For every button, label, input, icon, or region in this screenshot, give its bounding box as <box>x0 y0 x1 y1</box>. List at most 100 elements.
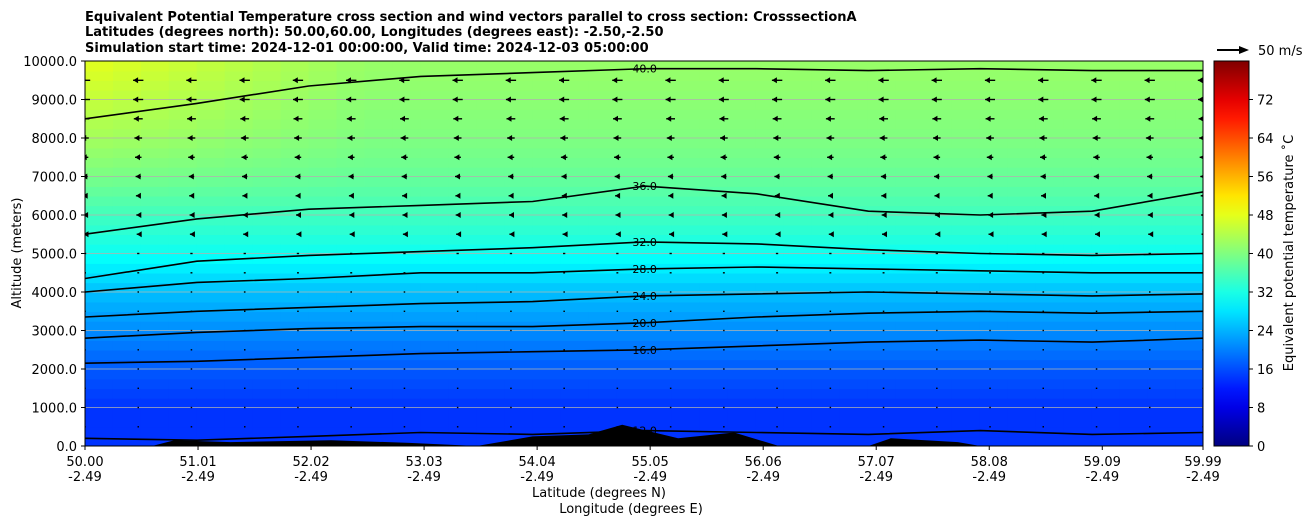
field-cell <box>895 99 925 110</box>
field-cell <box>448 70 478 82</box>
field-cell <box>112 147 142 159</box>
field-cell <box>196 253 226 264</box>
field-cell <box>755 99 785 110</box>
field-cell <box>588 378 617 390</box>
field-cell <box>1007 186 1037 197</box>
field-cell <box>1007 176 1037 187</box>
field-cell <box>448 253 478 264</box>
field-cell <box>1175 109 1203 120</box>
field-cell <box>1175 388 1203 399</box>
field-cell <box>560 99 589 110</box>
field-cell <box>504 340 533 351</box>
field-cell <box>895 301 925 313</box>
wind-vector-head <box>775 231 781 238</box>
field-cell <box>923 369 953 380</box>
field-cell <box>252 426 282 438</box>
wind-vector-head <box>987 173 993 180</box>
field-cell <box>1119 272 1148 284</box>
wind-vector-head <box>295 173 301 180</box>
field-cell <box>1035 234 1065 245</box>
field-cell <box>280 253 310 264</box>
field-cell <box>644 282 673 293</box>
field-cell <box>671 147 701 159</box>
field-cell <box>1035 282 1065 293</box>
field-cell <box>811 330 841 341</box>
field-cell <box>196 243 226 255</box>
field-cell <box>252 147 282 159</box>
colorbar-tick-label: 72 <box>1257 94 1274 109</box>
field-cell <box>504 205 533 216</box>
wind-key: 50 m/s <box>1217 44 1303 59</box>
field-cell <box>504 80 533 91</box>
field-cell <box>699 166 729 178</box>
field-cell <box>392 388 422 399</box>
field-cell <box>280 378 310 390</box>
field-cell <box>85 205 114 216</box>
field-cell <box>699 292 729 303</box>
field-cell <box>1063 340 1092 351</box>
field-cell <box>196 215 226 226</box>
field-cell <box>1007 436 1037 446</box>
field-cell <box>867 195 897 207</box>
field-cell <box>951 349 981 361</box>
field-cell <box>811 320 841 332</box>
field-cell <box>252 349 282 361</box>
wind-vector-head <box>1038 115 1044 122</box>
contour-label: 36.0 <box>632 180 657 193</box>
field-cell <box>504 138 533 149</box>
field-cell <box>168 369 198 380</box>
field-cell <box>1035 195 1065 207</box>
wind-vector-head <box>296 231 302 238</box>
field-cell <box>532 195 561 207</box>
field-cell <box>448 378 478 390</box>
field-cell <box>168 272 198 284</box>
field-cell <box>308 407 338 418</box>
field-cell <box>85 349 114 361</box>
field-cell <box>420 359 450 370</box>
wind-vector-head <box>562 231 568 238</box>
field-cell <box>727 369 757 380</box>
field-cell <box>1063 359 1092 370</box>
wind-vector-head <box>454 154 460 161</box>
field-cell <box>699 369 729 380</box>
field-cell <box>588 147 617 159</box>
field-cell <box>811 369 841 380</box>
field-cell <box>448 176 478 187</box>
field-cell <box>1119 195 1148 207</box>
field-cell <box>420 436 450 446</box>
field-cell <box>923 224 953 236</box>
field-cell <box>168 176 198 187</box>
field-cell <box>1063 349 1092 361</box>
wind-vector-head <box>453 135 459 141</box>
field-cell <box>616 320 645 332</box>
field-cell <box>308 128 338 139</box>
field-cell <box>1007 89 1037 101</box>
field-cell <box>1007 195 1037 207</box>
field-cell <box>280 70 310 82</box>
field-cell <box>1035 349 1065 361</box>
field-cell <box>112 166 142 178</box>
field-cell <box>532 359 561 370</box>
wind-vector-head <box>1091 96 1097 103</box>
field-cell <box>699 138 729 149</box>
field-cell <box>168 70 198 82</box>
field-cell <box>112 80 142 91</box>
field-cell <box>895 205 925 216</box>
field-cell <box>112 340 142 351</box>
field-cell <box>951 330 981 341</box>
wind-vector-head <box>1148 231 1154 238</box>
field-cell <box>671 186 701 197</box>
field-cell <box>336 224 366 236</box>
contour-label: 24.0 <box>632 290 657 303</box>
wind-vector-head <box>614 173 620 180</box>
field-cell <box>560 378 589 390</box>
field-cell <box>168 128 198 139</box>
field-cell <box>420 243 450 255</box>
field-cell <box>308 263 338 274</box>
field-cell <box>616 118 645 130</box>
field-cell <box>783 157 813 168</box>
field-cell <box>112 359 142 370</box>
field-cell <box>420 407 450 418</box>
field-cell <box>979 407 1009 418</box>
field-cell <box>811 397 841 409</box>
